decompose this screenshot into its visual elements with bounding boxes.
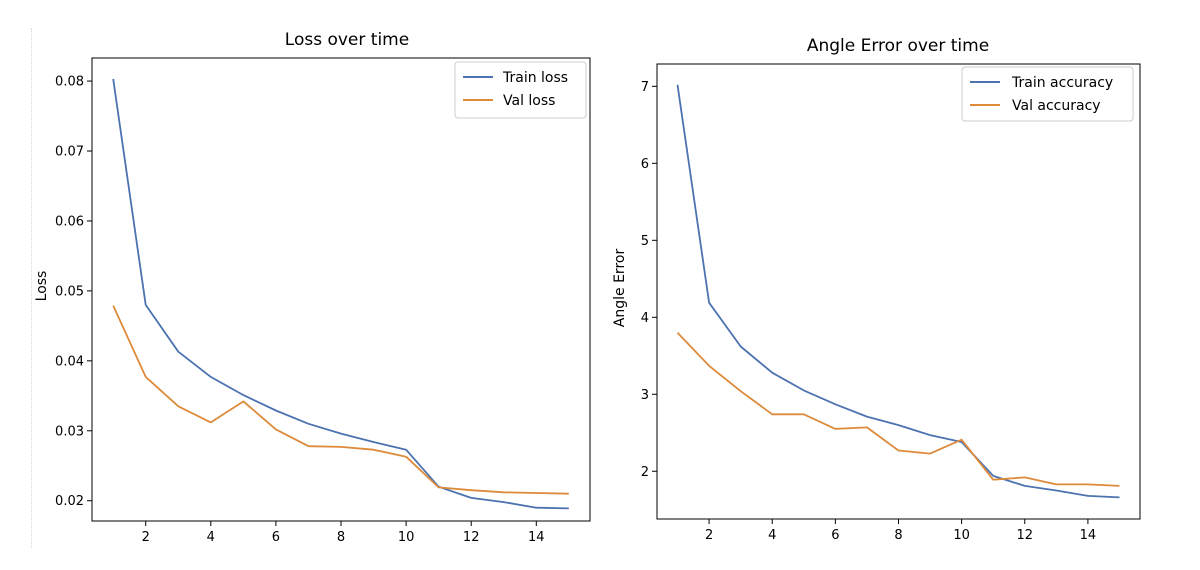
angle-error-xtick-label: 6 — [831, 528, 839, 543]
loss-xtick-label: 4 — [207, 530, 215, 545]
loss-xtick-label: 2 — [142, 530, 150, 545]
angle-error-xtick-label: 10 — [953, 528, 970, 543]
loss-ytick-label: 0.06 — [55, 214, 84, 229]
loss-chart: Loss over time Loss 2 4 6 8 10 12 14 0.02 0.03 0.… — [34, 30, 591, 545]
angle-error-ytick-label: 7 — [641, 80, 649, 95]
angle-error-ytick-label: 5 — [641, 234, 649, 249]
angle-error-xtick-label: 2 — [705, 528, 713, 543]
angle-legend-box — [961, 66, 1134, 122]
loss-ytick-label: 0.02 — [55, 494, 84, 509]
loss-xtick-label: 14 — [528, 530, 545, 545]
loss-xtick-label: 12 — [463, 530, 480, 545]
loss-xtick-label: 8 — [337, 530, 345, 545]
loss-ytick-label: 0.03 — [55, 424, 84, 439]
angle-error-chart-plot-area: 2 4 6 8 10 12 14 2 3 4 5 6 7 — [641, 63, 1141, 543]
page-divider — [31, 28, 32, 548]
loss-ytick-label: 0.04 — [55, 354, 84, 369]
angle-error-xtick-label: 4 — [768, 528, 776, 543]
loss-chart-legend: Train loss Val loss — [454, 61, 587, 119]
angle-error-series-val-line — [676, 332, 1120, 487]
loss-chart-ylabel: Loss — [34, 271, 50, 302]
angle-error-xtick-label: 8 — [894, 528, 902, 543]
angle-error-chart: Angle Error over time Angle Error 2 4 6 8 10… — [612, 36, 1141, 543]
loss-chart-title: Loss over time — [285, 30, 409, 50]
angle-error-ytick-label: 3 — [641, 388, 649, 403]
loss-ytick-label: 0.05 — [55, 284, 84, 299]
loss-series-val-line — [112, 305, 569, 495]
angle-error-series-train-line — [676, 84, 1120, 499]
angle-error-chart-title: Angle Error over time — [807, 36, 989, 56]
loss-series-train-line — [112, 78, 569, 510]
loss-legend-train-label: Train loss — [502, 70, 568, 86]
loss-ytick-label: 0.08 — [55, 75, 84, 90]
angle-legend-val-label: Val accuracy — [1012, 98, 1101, 114]
loss-legend-val-label: Val loss — [503, 93, 555, 109]
loss-chart-plot-area: 2 4 6 8 10 12 14 0.02 0.03 0.04 0.05 0.06 0.07 0.08 — [55, 57, 591, 545]
angle-error-ytick-label: 4 — [641, 311, 649, 326]
loss-ytick-label: 0.07 — [55, 145, 84, 160]
loss-axes-frame — [91, 57, 591, 522]
angle-legend-train-label: Train accuracy — [1011, 75, 1113, 91]
angle-error-xtick-label: 12 — [1017, 528, 1034, 543]
angle-error-ytick-label: 2 — [641, 465, 649, 480]
angle-error-chart-legend: Train accuracy Val accuracy — [961, 66, 1134, 122]
loss-xtick-label: 10 — [398, 530, 415, 545]
loss-xtick-label: 6 — [272, 530, 280, 545]
angle-error-xtick-label: 14 — [1080, 528, 1097, 543]
angle-error-chart-ylabel: Angle Error — [612, 249, 628, 328]
angle-error-ytick-label: 6 — [641, 157, 649, 172]
